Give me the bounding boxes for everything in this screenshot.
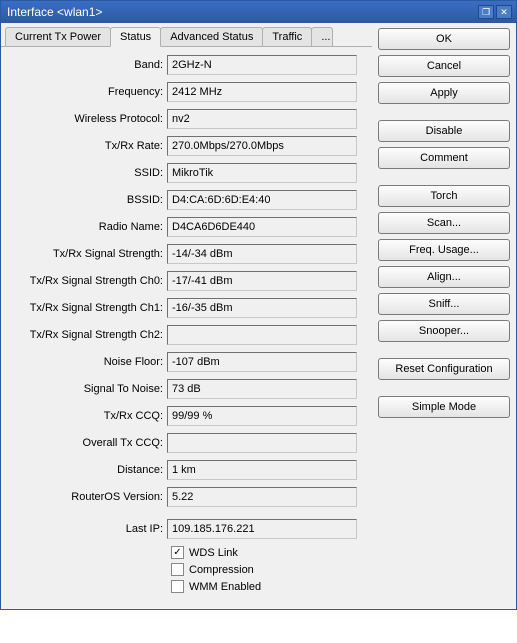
label-txrx-signal-ch2: Tx/Rx Signal Strength Ch2: (9, 329, 167, 341)
checkbox-wmm-enabled (171, 580, 184, 593)
row-wireless-protocol: Wireless Protocol: nv2 (9, 109, 364, 129)
restore-icon[interactable]: ❐ (478, 5, 494, 19)
tab-more[interactable]: ... (311, 27, 333, 46)
disable-button[interactable]: Disable (378, 120, 510, 142)
freq-usage-button[interactable]: Freq. Usage... (378, 239, 510, 261)
value-txrx-rate: 270.0Mbps/270.0Mbps (167, 136, 357, 156)
titlebar: Interface <wlan1> ❐ ✕ (1, 1, 516, 23)
label-signal-to-noise: Signal To Noise: (9, 383, 167, 395)
value-wireless-protocol: nv2 (167, 109, 357, 129)
align-button[interactable]: Align... (378, 266, 510, 288)
button-panel: OK Cancel Apply Disable Comment Torch Sc… (372, 23, 516, 609)
label-txrx-ccq: Tx/Rx CCQ: (9, 410, 167, 422)
row-routeros-version: RouterOS Version: 5.22 (9, 487, 364, 507)
label-txrx-signal-ch0: Tx/Rx Signal Strength Ch0: (9, 275, 167, 287)
row-overall-tx-ccq: Overall Tx CCQ: (9, 433, 364, 453)
row-bssid: BSSID: D4:CA:6D:6D:E4:40 (9, 190, 364, 210)
label-compression: Compression (189, 564, 254, 576)
value-radio-name: D4CA6D6DE440 (167, 217, 357, 237)
tab-strip: Current Tx Power Status Advanced Status … (1, 23, 372, 47)
row-frequency: Frequency: 2412 MHz (9, 82, 364, 102)
value-bssid: D4:CA:6D:6D:E4:40 (167, 190, 357, 210)
row-wmm-enabled: WMM Enabled (9, 580, 364, 593)
label-last-ip: Last IP: (9, 523, 167, 535)
row-txrx-signal: Tx/Rx Signal Strength: -14/-34 dBm (9, 244, 364, 264)
value-frequency: 2412 MHz (167, 82, 357, 102)
value-txrx-ccq: 99/99 % (167, 406, 357, 426)
row-radio-name: Radio Name: D4CA6D6DE440 (9, 217, 364, 237)
label-txrx-signal-ch1: Tx/Rx Signal Strength Ch1: (9, 302, 167, 314)
label-band: Band: (9, 59, 167, 71)
value-ssid: MikroTik (167, 163, 357, 183)
label-txrx-rate: Tx/Rx Rate: (9, 140, 167, 152)
comment-button[interactable]: Comment (378, 147, 510, 169)
row-signal-to-noise: Signal To Noise: 73 dB (9, 379, 364, 399)
titlebar-buttons: ❐ ✕ (478, 5, 512, 19)
row-band: Band: 2GHz-N (9, 55, 364, 75)
apply-button[interactable]: Apply (378, 82, 510, 104)
row-noise-floor: Noise Floor: -107 dBm (9, 352, 364, 372)
checkbox-wds-link: ✓ (171, 546, 184, 559)
label-wireless-protocol: Wireless Protocol: (9, 113, 167, 125)
value-band: 2GHz-N (167, 55, 357, 75)
close-icon[interactable]: ✕ (496, 5, 512, 19)
cancel-button[interactable]: Cancel (378, 55, 510, 77)
value-routeros-version: 5.22 (167, 487, 357, 507)
value-txrx-signal-ch0: -17/-41 dBm (167, 271, 357, 291)
row-txrx-rate: Tx/Rx Rate: 270.0Mbps/270.0Mbps (9, 136, 364, 156)
row-txrx-signal-ch1: Tx/Rx Signal Strength Ch1: -16/-35 dBm (9, 298, 364, 318)
label-txrx-signal: Tx/Rx Signal Strength: (9, 248, 167, 260)
scan-button[interactable]: Scan... (378, 212, 510, 234)
sniff-button[interactable]: Sniff... (378, 293, 510, 315)
row-compression: Compression (9, 563, 364, 576)
value-signal-to-noise: 73 dB (167, 379, 357, 399)
checkbox-compression (171, 563, 184, 576)
row-ssid: SSID: MikroTik (9, 163, 364, 183)
value-last-ip: 109.185.176.221 (167, 519, 357, 539)
row-txrx-signal-ch0: Tx/Rx Signal Strength Ch0: -17/-41 dBm (9, 271, 364, 291)
reset-configuration-button[interactable]: Reset Configuration (378, 358, 510, 380)
tab-status[interactable]: Status (110, 27, 161, 47)
torch-button[interactable]: Torch (378, 185, 510, 207)
tab-traffic[interactable]: Traffic (262, 27, 312, 46)
form: Band: 2GHz-N Frequency: 2412 MHz Wireles… (1, 47, 372, 609)
label-wds-link: WDS Link (189, 547, 238, 559)
row-wds-link: ✓ WDS Link (9, 546, 364, 559)
row-last-ip: Last IP: 109.185.176.221 (9, 519, 364, 539)
snooper-button[interactable]: Snooper... (378, 320, 510, 342)
window-title: Interface <wlan1> (5, 5, 478, 19)
value-noise-floor: -107 dBm (167, 352, 357, 372)
value-txrx-signal-ch2 (167, 325, 357, 345)
value-overall-tx-ccq (167, 433, 357, 453)
left-pane: Current Tx Power Status Advanced Status … (1, 23, 372, 609)
label-wmm-enabled: WMM Enabled (189, 581, 261, 593)
tab-current-tx-power[interactable]: Current Tx Power (5, 27, 111, 46)
label-frequency: Frequency: (9, 86, 167, 98)
row-txrx-signal-ch2: Tx/Rx Signal Strength Ch2: (9, 325, 364, 345)
value-txrx-signal: -14/-34 dBm (167, 244, 357, 264)
label-radio-name: Radio Name: (9, 221, 167, 233)
value-txrx-signal-ch1: -16/-35 dBm (167, 298, 357, 318)
label-overall-tx-ccq: Overall Tx CCQ: (9, 437, 167, 449)
ok-button[interactable]: OK (378, 28, 510, 50)
label-ssid: SSID: (9, 167, 167, 179)
value-distance: 1 km (167, 460, 357, 480)
client-area: Current Tx Power Status Advanced Status … (1, 23, 516, 609)
interface-window: Interface <wlan1> ❐ ✕ Current Tx Power S… (0, 0, 517, 610)
label-distance: Distance: (9, 464, 167, 476)
row-distance: Distance: 1 km (9, 460, 364, 480)
tab-advanced-status[interactable]: Advanced Status (160, 27, 263, 46)
label-bssid: BSSID: (9, 194, 167, 206)
simple-mode-button[interactable]: Simple Mode (378, 396, 510, 418)
row-txrx-ccq: Tx/Rx CCQ: 99/99 % (9, 406, 364, 426)
label-routeros-version: RouterOS Version: (9, 491, 167, 503)
label-noise-floor: Noise Floor: (9, 356, 167, 368)
